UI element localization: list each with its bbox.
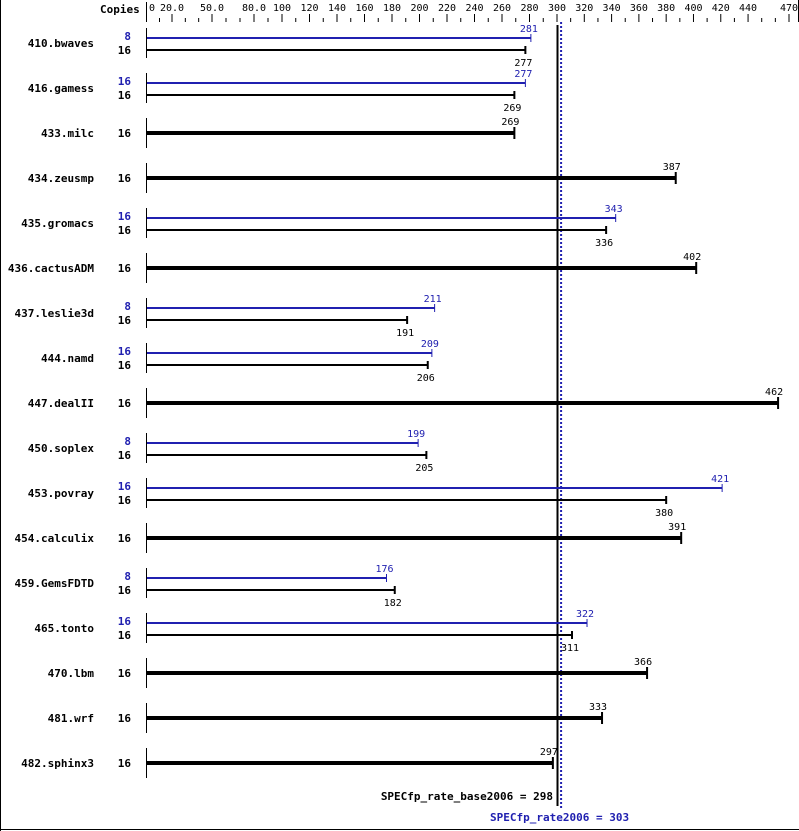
benchmark-label: 454.calculix — [15, 532, 95, 545]
benchmark-label: 465.tonto — [34, 622, 94, 635]
base-value: 205 — [415, 463, 433, 474]
peak-value: 211 — [424, 294, 442, 305]
base-summary-label: SPECfp_rate_base2006 = 298 — [381, 790, 553, 803]
benchmark-label: 470.lbm — [48, 667, 95, 680]
benchmark-label: 433.milc — [41, 127, 94, 140]
tick-label: 420 — [712, 3, 730, 14]
peak-value: 421 — [711, 474, 729, 485]
peak-copies: 8 — [124, 435, 131, 448]
base-value: 391 — [668, 522, 686, 533]
base-copies: 16 — [118, 397, 132, 410]
base-copies: 16 — [118, 712, 132, 725]
benchmark-label: 482.sphinx3 — [21, 757, 94, 770]
peak-copies: 16 — [118, 480, 132, 493]
base-value: 269 — [501, 117, 519, 128]
base-copies: 16 — [118, 532, 132, 545]
peak-value: 209 — [421, 339, 439, 350]
base-value: 366 — [634, 657, 652, 668]
base-value: 402 — [683, 252, 701, 263]
peak-value: 343 — [605, 204, 623, 215]
base-copies: 16 — [118, 359, 132, 372]
base-value: 333 — [589, 702, 607, 713]
tick-label: 440 — [739, 3, 757, 14]
tick-label: 470 — [780, 3, 798, 14]
benchmark-label: 459.GemsFDTD — [15, 577, 95, 590]
peak-copies: 8 — [124, 300, 131, 313]
tick-label: 50.0 — [200, 3, 224, 14]
benchmark-label: 416.gamess — [28, 82, 94, 95]
base-copies: 16 — [118, 89, 132, 102]
tick-label: 80.0 — [242, 3, 266, 14]
peak-copies: 16 — [118, 75, 132, 88]
benchmark-label: 437.leslie3d — [15, 307, 94, 320]
tick-label: 220 — [438, 3, 456, 14]
benchmark-label: 453.povray — [28, 487, 95, 500]
tick-label: 320 — [575, 3, 593, 14]
benchmark-label: 434.zeusmp — [28, 172, 95, 185]
base-value: 191 — [396, 328, 414, 339]
base-value: 269 — [503, 103, 521, 114]
base-copies: 16 — [118, 224, 132, 237]
base-copies: 16 — [118, 629, 132, 642]
peak-value: 176 — [375, 564, 393, 575]
benchmark-label: 481.wrf — [48, 712, 94, 725]
tick-label: 120 — [300, 3, 318, 14]
tick-label: 400 — [684, 3, 702, 14]
tick-label: 20.0 — [160, 3, 184, 14]
tick-label: 240 — [465, 3, 483, 14]
benchmark-label: 436.cactusADM — [8, 262, 94, 275]
base-value: 462 — [765, 387, 783, 398]
base-value: 277 — [514, 58, 532, 69]
tick-label: 140 — [328, 3, 346, 14]
peak-copies: 16 — [118, 345, 132, 358]
base-copies: 16 — [118, 494, 132, 507]
peak-copies: 16 — [118, 210, 132, 223]
base-copies: 16 — [118, 262, 132, 275]
base-value: 387 — [663, 162, 681, 173]
benchmark-label: 447.dealII — [28, 397, 94, 410]
peak-copies: 16 — [118, 615, 132, 628]
tick-label: 100 — [273, 3, 291, 14]
tick-label: 360 — [630, 3, 648, 14]
peak-value: 322 — [576, 609, 594, 620]
benchmark-label: 450.soplex — [28, 442, 95, 455]
base-copies: 16 — [118, 757, 132, 770]
base-value: 311 — [561, 643, 579, 654]
base-value: 206 — [417, 373, 435, 384]
benchmark-label: 444.namd — [41, 352, 94, 365]
tick-label: 180 — [383, 3, 401, 14]
base-value: 336 — [595, 238, 613, 249]
base-copies: 16 — [118, 44, 132, 57]
peak-value: 281 — [520, 24, 538, 35]
base-copies: 16 — [118, 127, 132, 140]
base-copies: 16 — [118, 314, 132, 327]
base-copies: 16 — [118, 667, 132, 680]
base-copies: 16 — [118, 172, 132, 185]
tick-label: 0 — [149, 3, 155, 14]
benchmark-label: 435.gromacs — [21, 217, 94, 230]
base-value: 182 — [384, 598, 402, 609]
base-value: 297 — [540, 747, 558, 758]
copies-header: Copies — [100, 3, 140, 16]
tick-label: 260 — [493, 3, 511, 14]
base-copies: 16 — [118, 584, 132, 597]
base-copies: 16 — [118, 449, 132, 462]
tick-label: 280 — [520, 3, 538, 14]
base-value: 380 — [655, 508, 673, 519]
peak-value: 277 — [514, 69, 532, 80]
tick-label: 300 — [548, 3, 566, 14]
tick-label: 380 — [657, 3, 675, 14]
peak-copies: 8 — [124, 570, 131, 583]
tick-label: 160 — [355, 3, 373, 14]
tick-label: 200 — [410, 3, 428, 14]
peak-summary-label: SPECfp_rate2006 = 303 — [490, 811, 629, 824]
tick-label: 340 — [603, 3, 621, 14]
peak-value: 199 — [407, 429, 425, 440]
peak-copies: 8 — [124, 30, 131, 43]
benchmark-label: 410.bwaves — [28, 37, 94, 50]
